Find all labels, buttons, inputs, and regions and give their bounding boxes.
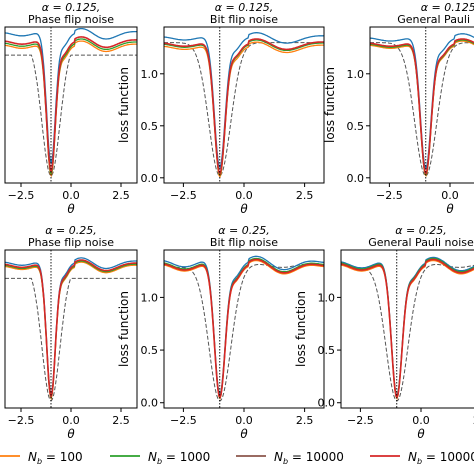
series-line-green [164, 39, 324, 177]
series-line-blue [370, 33, 474, 170]
series-line-red [5, 259, 137, 399]
x-tick-label: −2.5 [376, 189, 403, 202]
series-line-orange [5, 40, 137, 178]
series-line-red [5, 36, 137, 174]
y-tick-label: 0.5 [318, 344, 336, 357]
x-axis-label: θ [240, 202, 248, 216]
x-axis-label: θ [446, 202, 454, 216]
x-tick-label: 2.5 [112, 414, 130, 427]
series-line-blue [5, 257, 137, 396]
theory-dashed-line [5, 277, 137, 402]
theory-dashed-line [5, 54, 137, 177]
x-tick-label: 0.0 [412, 414, 430, 427]
y-axis-label: loss function [323, 67, 337, 143]
plot-area [341, 250, 474, 408]
series-line-red [370, 38, 474, 176]
subplot-4: −2.5 0.0 2.5 θ α = 0.25,Phase flip noise [4, 224, 138, 441]
x-tick-label: −2.5 [347, 414, 374, 427]
x-tick-label: 2.5 [112, 189, 130, 202]
series-line-red [164, 258, 324, 400]
y-tick-label: 0.5 [347, 120, 365, 133]
plot-area [5, 250, 137, 408]
y-axis-label: loss function [294, 291, 308, 367]
legend-label: Nb = 1000 [148, 450, 210, 466]
subplot-2: −2.5 0.0 2.5 0.0 0.5 1.0 θ loss function α = 0.1… [117, 1, 325, 216]
plot-area [164, 250, 324, 408]
series-line-red [164, 38, 324, 176]
subplot-title-line1: α = 0.125, [421, 1, 474, 14]
axes-frame [369, 26, 474, 184]
subplot-title-line2: Bit flip noise [210, 13, 278, 26]
subplot-title-line2: General Pauli noise [368, 236, 474, 249]
series-line-green [341, 257, 474, 398]
subplot-title-line2: Phase flip noise [28, 236, 114, 249]
x-tick-label: 0.0 [235, 189, 253, 202]
y-tick-label: 1.0 [141, 291, 159, 304]
y-tick-label: 0.0 [318, 397, 336, 410]
y-tick-label: 1.0 [318, 291, 336, 304]
y-tick-label: 1.0 [141, 68, 159, 81]
plot-area [5, 27, 137, 183]
y-tick-label: 0.0 [347, 172, 365, 185]
x-tick-label: −2.5 [8, 189, 35, 202]
subplot-5: −2.5 0.0 2.5 0.0 0.5 1.0 θ loss function α = 0.2… [117, 224, 325, 441]
theory-dashed-line [164, 42, 324, 177]
subplot-title-line1: α = 0.25, [218, 224, 269, 237]
plot-area [164, 27, 324, 183]
series-line-blue [164, 32, 324, 169]
y-axis-label: loss function [117, 291, 131, 367]
x-tick-label: −2.5 [8, 414, 35, 427]
series-line-green [5, 38, 137, 176]
axes-frame [340, 249, 474, 409]
legend: Nb = 100 Nb = 1000 Nb = 10000 Nb = 100000 [0, 450, 474, 466]
x-tick-label: 0.0 [62, 189, 80, 202]
series-line-red [341, 258, 474, 400]
subplot-1: −2.5 0.0 2.5 θ α = 0.125,Phase flip noise [4, 1, 138, 216]
series-line-blue [341, 256, 474, 397]
x-tick-label: −2.5 [170, 414, 197, 427]
legend-label: Nb = 100 [28, 450, 83, 466]
x-tick-label: 2.5 [473, 414, 474, 427]
series-line-blue [5, 27, 137, 165]
subplot-title-line1: α = 0.25, [45, 224, 96, 237]
theory-dashed-line [370, 42, 474, 177]
y-tick-label: 0.5 [141, 120, 159, 133]
x-tick-label: 0.0 [441, 189, 459, 202]
legend-label: Nb = 100000 [408, 450, 474, 466]
subplot-title-line2: Phase flip noise [28, 13, 114, 26]
subplot-6: −2.5 0.0 2.5 0.0 0.5 1.0 θ loss function α = 0.2… [294, 224, 474, 441]
series-line-orange [341, 259, 474, 400]
theory-dashed-line [341, 264, 474, 402]
subplot-title-line1: α = 0.125, [42, 1, 100, 14]
subplot-title-line1: α = 0.25, [395, 224, 446, 237]
x-axis-label: θ [67, 202, 75, 216]
x-axis-label: θ [67, 427, 75, 441]
x-axis-label: θ [417, 427, 425, 441]
x-axis-label: θ [240, 427, 248, 441]
series-line-orange [164, 41, 324, 179]
subplot-title-line2: General Pauli noise [397, 13, 474, 26]
x-tick-label: 2.5 [296, 414, 314, 427]
legend-label: Nb = 10000 [274, 450, 344, 466]
x-tick-label: 0.0 [62, 414, 80, 427]
y-tick-label: 1.0 [347, 68, 365, 81]
y-tick-label: 0.5 [141, 344, 159, 357]
y-tick-label: 0.0 [141, 172, 159, 185]
x-tick-label: −2.5 [170, 189, 197, 202]
series-line-blue [164, 255, 324, 396]
x-tick-label: 0.0 [235, 414, 253, 427]
y-axis-label: loss function [117, 67, 131, 143]
y-tick-label: 0.0 [141, 397, 159, 410]
subplot-title-line1: α = 0.125, [215, 1, 273, 14]
subplot-title-line2: Bit flip noise [210, 236, 278, 249]
plot-area [370, 27, 474, 183]
series-line-orange [370, 40, 474, 178]
x-tick-label: 2.5 [296, 189, 314, 202]
